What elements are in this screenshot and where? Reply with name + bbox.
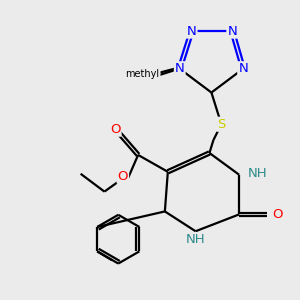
Text: N: N bbox=[238, 62, 248, 75]
Text: N: N bbox=[227, 25, 237, 38]
Text: N: N bbox=[187, 25, 196, 38]
Text: NH: NH bbox=[248, 167, 268, 180]
Text: O: O bbox=[110, 123, 121, 136]
Text: O: O bbox=[118, 170, 128, 183]
Text: S: S bbox=[217, 118, 226, 131]
Text: N: N bbox=[175, 62, 184, 75]
Text: methyl: methyl bbox=[126, 69, 160, 79]
Text: NH: NH bbox=[186, 233, 206, 246]
Text: O: O bbox=[272, 208, 283, 221]
